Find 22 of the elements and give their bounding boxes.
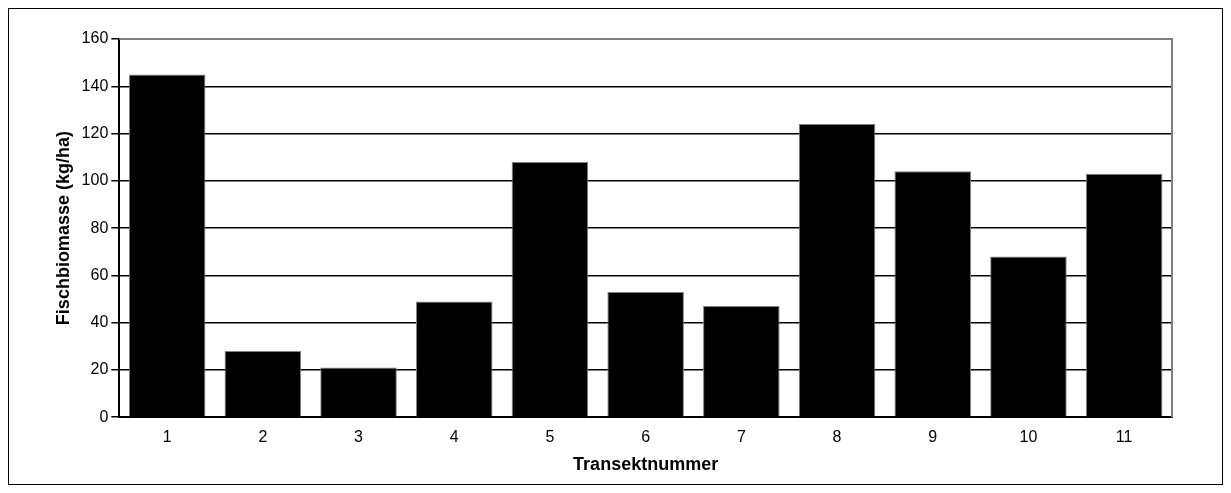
y-tick-label: 80 <box>90 218 109 236</box>
x-tick-label: 9 <box>928 428 938 446</box>
x-tick-label: 3 <box>354 428 364 446</box>
x-tick-label: 2 <box>258 428 268 446</box>
y-tick-label: 20 <box>90 360 109 378</box>
x-tick-label: 7 <box>736 428 746 446</box>
x-tick-label: 11 <box>1115 428 1133 446</box>
y-tick-label: 0 <box>99 407 109 425</box>
y-tick-label: 60 <box>90 265 109 283</box>
x-tick-label: 1 <box>162 428 172 446</box>
y-tick-label: 120 <box>81 123 109 141</box>
x-tick-label: 8 <box>832 428 842 446</box>
y-tick-label: 100 <box>81 171 109 189</box>
x-tick-label: 6 <box>641 428 651 446</box>
x-tick-label: 5 <box>545 428 555 446</box>
y-tick-label: 140 <box>81 76 109 94</box>
y-tick-label: 160 <box>81 29 109 47</box>
y-tick-label: 40 <box>90 313 109 331</box>
x-tick-label: 4 <box>449 428 459 446</box>
x-axis-title: Transektnummer <box>573 454 719 475</box>
x-tick-label: 10 <box>1019 428 1038 446</box>
y-axis-title: Fischbiomasse (kg/ha) <box>52 131 73 326</box>
